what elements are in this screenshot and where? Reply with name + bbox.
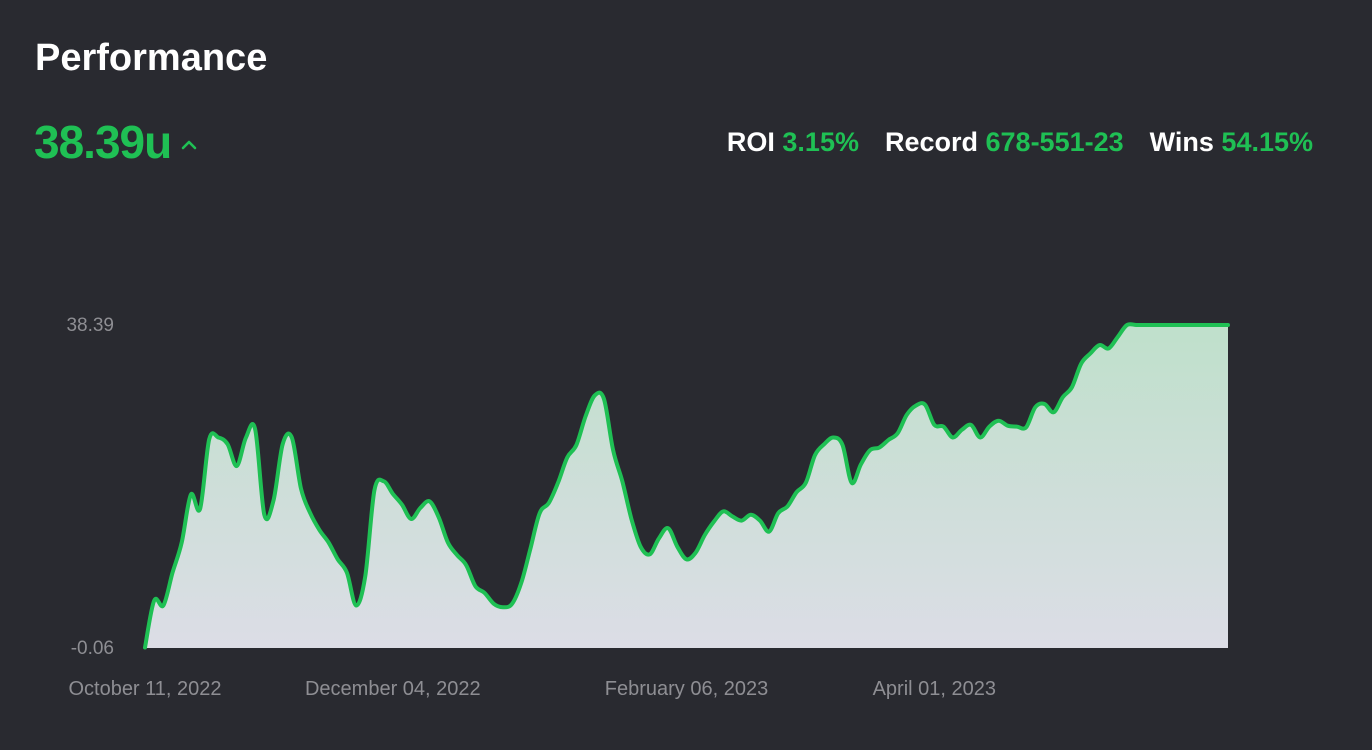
y-tick-label: -0.06 bbox=[71, 638, 114, 659]
stat-record-value: 678-551-23 bbox=[985, 127, 1124, 157]
performance-line bbox=[143, 322, 1230, 650]
x-tick-label: February 06, 2023 bbox=[605, 678, 768, 700]
x-tick-label: October 11, 2022 bbox=[68, 678, 221, 700]
stat-roi-label: ROI bbox=[726, 127, 775, 157]
total-units: 38.39u bbox=[34, 116, 198, 168]
stat-wins-value: 54.15% bbox=[1221, 127, 1313, 157]
stats-summary: ROI 3.15% Record 678-551-23 Wins 54.15% bbox=[727, 126, 1313, 158]
stat-record-label: Record bbox=[884, 127, 978, 157]
performance-area bbox=[145, 324, 1228, 648]
stat-roi-value: 3.15% bbox=[782, 127, 859, 157]
x-tick-label: December 04, 2022 bbox=[305, 678, 481, 700]
stat-wins-label: Wins bbox=[1149, 127, 1214, 157]
stat-record: Record 678-551-23 bbox=[885, 126, 1124, 158]
stat-roi: ROI 3.15% bbox=[727, 126, 859, 158]
total-units-value: 38.39u bbox=[34, 116, 172, 168]
y-tick-label: 38.39 bbox=[66, 315, 114, 336]
page-title: Performance bbox=[35, 37, 268, 79]
stat-wins: Wins 54.15% bbox=[1150, 126, 1313, 158]
x-tick-label: April 01, 2023 bbox=[873, 678, 996, 700]
chevron-up-icon bbox=[181, 140, 197, 150]
